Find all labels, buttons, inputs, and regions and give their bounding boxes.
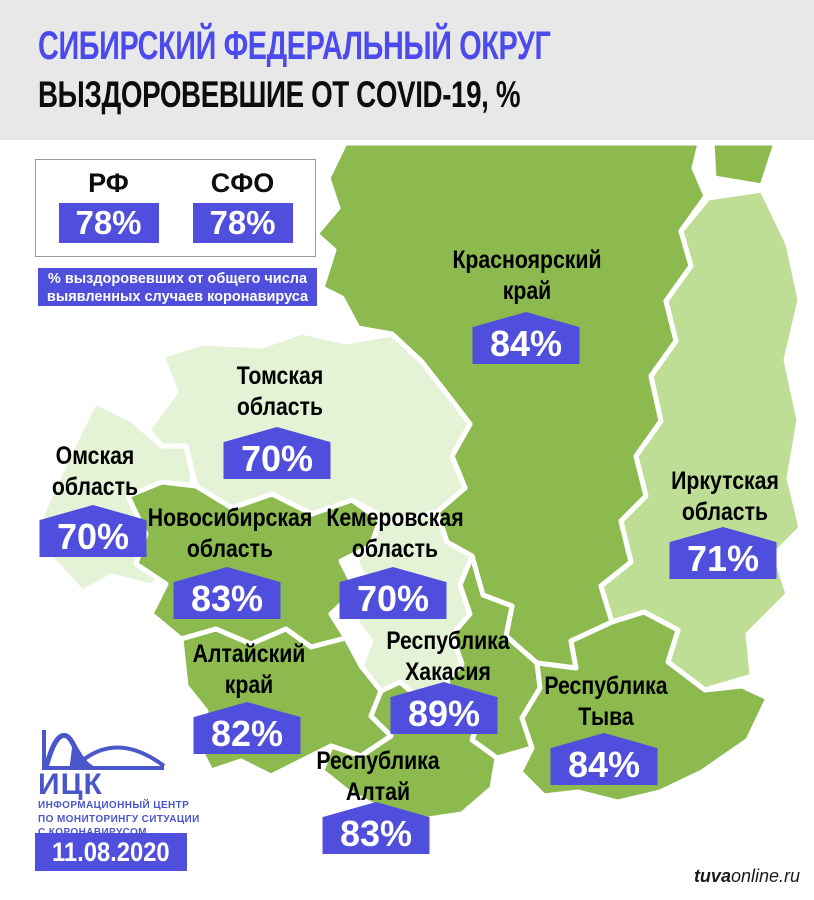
region-label-krasnoyarsk-krai: Красноярский край [452, 246, 602, 305]
region-label-tyva: Республика Тыва [544, 672, 668, 731]
legend-sfo-value-badge: 78% [192, 203, 293, 243]
region-label-altai-krai: Алтайский край [192, 640, 306, 699]
legend-sfo-column: СФО 78% [192, 168, 293, 256]
region-value-badge-khakasia: 89% [390, 682, 498, 734]
region-label-tomsk-oblast: Томская область [236, 362, 324, 421]
region-label-khakasia: Республика Хакасия [386, 627, 510, 686]
date-badge: 11.08.2020 [35, 833, 187, 871]
metric-note-box: % выздоровевших от общего числа выявленн… [38, 268, 317, 306]
page-subtitle: ВЫЗДОРОВЕВШИЕ ОТ COVID-19, % [38, 74, 521, 115]
icc-logo-abbr: ИЦК [38, 768, 103, 801]
legend-sfo-label: СФО [210, 168, 275, 198]
watermark-tuvaonline: tuvaonline.ru [693, 866, 800, 886]
icc-logo-curves-icon [42, 730, 166, 771]
legend-rf-column: РФ 78% [58, 168, 159, 256]
region-label-altai-republic: Республика Алтай [316, 747, 440, 806]
region-label-irkutsk-oblast: Иркутская область [671, 467, 779, 526]
page-title: СИБИРСКИЙ ФЕДЕРАЛЬНЫЙ ОКРУГ [38, 24, 551, 68]
icc-logo-caption: ИНФОРМАЦИОННЫЙ ЦЕНТР ПО МОНИТОРИНГУ СИТУ… [38, 800, 200, 838]
header-band: СИБИРСКИЙ ФЕДЕРАЛЬНЫЙ ОКРУГ ВЫЗДОРОВЕВШИ… [0, 0, 814, 140]
summary-legend-box: РФ 78% СФО 78% [35, 159, 316, 257]
region-label-kemerovo-oblast: Кемеровская область [326, 504, 464, 563]
legend-rf-value-badge: 78% [58, 203, 159, 243]
region-shape-krasnoyarsk-north-wedge [709, 140, 779, 189]
region-label-omsk-oblast: Омская область [51, 442, 139, 501]
region-label-novosibirsk-oblast: Новосибирская область [147, 504, 313, 563]
legend-rf-label: РФ [88, 168, 129, 198]
